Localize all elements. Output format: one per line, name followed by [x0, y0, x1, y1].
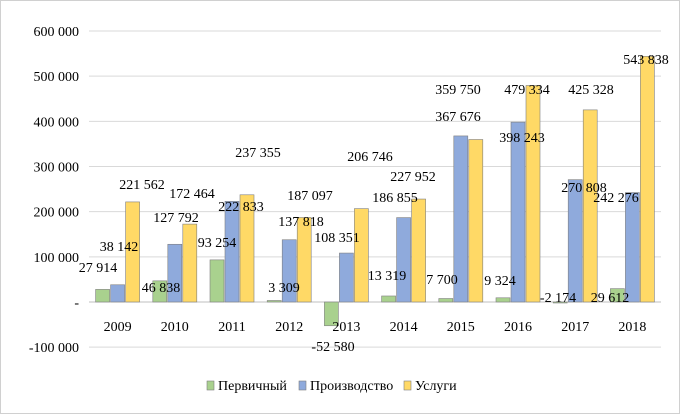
data-label: 425 328 [568, 83, 614, 98]
y-tick-label: 200 000 [34, 206, 80, 221]
bar [567, 179, 583, 303]
legend-label: Производство [310, 379, 393, 394]
x-tick-label: 2012 [275, 320, 303, 335]
x-tick-label: 2014 [390, 320, 418, 335]
bar [495, 297, 511, 303]
data-label: 398 243 [499, 131, 545, 146]
x-tick-label: 2016 [504, 320, 532, 335]
data-label: 13 319 [368, 269, 407, 284]
data-label: 221 562 [119, 178, 165, 193]
data-label: 242 276 [593, 191, 639, 206]
bar [296, 217, 312, 303]
data-label: 93 254 [198, 236, 237, 251]
x-tick-label: 2013 [332, 320, 360, 335]
legend-swatch [298, 380, 307, 391]
data-label: 227 952 [390, 170, 436, 185]
y-tick-label: 300 000 [34, 161, 80, 176]
bar [510, 121, 526, 303]
data-label: 367 676 [435, 110, 481, 125]
data-label: 237 355 [235, 146, 281, 161]
data-label: 27 914 [79, 261, 118, 276]
x-tick-label: 2017 [561, 320, 589, 335]
legend-label: Первичный [218, 379, 287, 394]
bar [239, 194, 255, 303]
data-label: 38 142 [100, 240, 139, 255]
data-label: 206 746 [347, 150, 393, 165]
bar [167, 243, 183, 303]
bar [95, 289, 110, 303]
bar [381, 295, 396, 303]
data-label: 479 334 [504, 83, 550, 98]
bar [582, 109, 598, 303]
bar [182, 223, 198, 303]
x-tick-label: 2018 [618, 320, 646, 335]
bar [324, 301, 339, 327]
data-label: -52 580 [311, 340, 354, 355]
y-tick-label: 600 000 [34, 25, 80, 40]
data-label: 46 838 [142, 281, 181, 296]
bar [468, 139, 484, 303]
data-label: 222 833 [218, 200, 264, 215]
bar [411, 198, 426, 303]
y-tick-label: 100 000 [34, 251, 80, 266]
data-label: 137 818 [278, 215, 324, 230]
data-label: 172 464 [169, 187, 215, 202]
data-label: 108 351 [314, 231, 360, 246]
bar [610, 288, 625, 303]
y-tick-label: 500 000 [34, 70, 80, 85]
bar [266, 300, 282, 303]
bar [438, 298, 454, 303]
legend-swatch [403, 380, 412, 391]
data-label: 186 855 [372, 191, 418, 206]
data-label: 359 750 [435, 83, 481, 98]
bar [209, 259, 225, 303]
x-tick-label: 2011 [218, 320, 245, 335]
data-label: 187 097 [287, 189, 333, 204]
bar [224, 201, 240, 303]
y-tick-label: -100 000 [29, 341, 79, 356]
data-label: 543 838 [623, 53, 669, 68]
bar [339, 252, 354, 303]
data-label: 270 808 [561, 181, 607, 196]
x-tick-label: 2009 [104, 320, 132, 335]
x-tick-label: 2015 [447, 320, 475, 335]
data-label: 9 324 [484, 274, 516, 289]
bar [625, 192, 640, 303]
data-label: -2 174 [540, 291, 576, 306]
data-label: 29 612 [591, 291, 630, 306]
bar [125, 201, 140, 303]
bar [354, 208, 369, 303]
bar [552, 301, 568, 304]
x-tick-label: 2010 [161, 320, 189, 335]
data-label: 7 700 [426, 273, 458, 288]
legend-swatch [206, 380, 215, 391]
y-tick-label: - [74, 296, 79, 311]
bar [396, 217, 411, 303]
bar [640, 56, 655, 303]
bar [110, 284, 125, 303]
bar [525, 85, 541, 303]
bar [152, 280, 168, 303]
data-label: 3 309 [268, 281, 300, 296]
bar [281, 239, 297, 303]
bar [453, 135, 469, 303]
y-tick-label: 400 000 [34, 115, 80, 130]
data-label: 127 792 [153, 211, 199, 226]
legend-label: Услуги [415, 379, 457, 394]
